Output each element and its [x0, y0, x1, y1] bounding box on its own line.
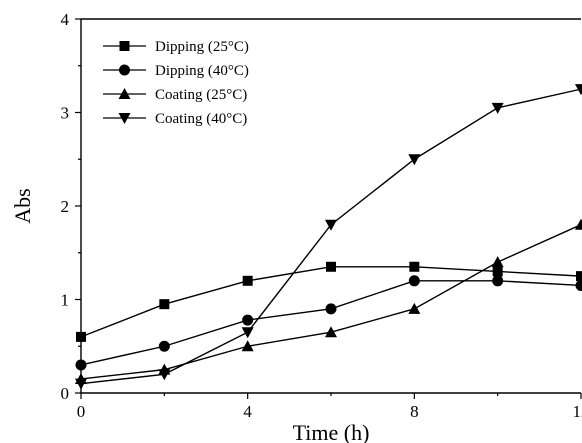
legend-marker-triangle-down: [118, 113, 131, 124]
data-point-square: [409, 261, 420, 272]
data-point-triangle-up: [325, 326, 337, 338]
y-tick-label: 4: [61, 10, 70, 29]
y-tick-label: 3: [61, 104, 70, 123]
data-point-circle: [75, 359, 87, 371]
legend-marker-circle: [119, 64, 130, 76]
legend-label: Dipping (25°C): [155, 39, 249, 55]
x-tick-label: 8: [410, 402, 419, 421]
legend-label: Dipping (40°C): [155, 63, 249, 79]
series-2: [75, 275, 582, 371]
y-tick-label: 1: [61, 291, 70, 310]
data-point-triangle-down: [158, 369, 171, 381]
series-3: [75, 218, 582, 384]
data-point-triangle-up: [575, 218, 582, 230]
y-tick-label: 0: [61, 384, 70, 403]
data-point-circle: [158, 340, 170, 352]
legend-marker-square: [119, 41, 130, 51]
series-line: [80, 88, 582, 385]
data-point-circle: [492, 275, 504, 287]
data-point-square: [492, 266, 503, 277]
data-point-circle: [575, 279, 582, 291]
data-point-circle: [242, 314, 254, 326]
data-point-triangle-down: [325, 219, 337, 231]
legend: Dipping (25°C) Dipping (40°C) Coating (25°…: [103, 39, 249, 127]
legend-item: Dipping (25°C): [103, 39, 249, 55]
series-line: [80, 224, 582, 380]
series-line: [80, 280, 582, 366]
x-tick-label: 12: [573, 402, 582, 421]
data-point-circle: [325, 303, 337, 315]
series-4: [75, 84, 582, 390]
legend-item: Coating (25°C): [103, 87, 247, 103]
data-point-square: [159, 299, 170, 310]
data-point-triangle-up: [408, 302, 421, 314]
data-point-triangle-down: [75, 378, 87, 390]
data-point-triangle-down: [575, 84, 582, 96]
legend-item: Coating (40°C): [103, 111, 247, 127]
data-point-triangle-up: [491, 256, 504, 268]
series-layer: [75, 84, 582, 390]
data-point-square: [76, 331, 86, 342]
x-tick-label: 0: [77, 402, 86, 421]
legend-label: Coating (40°C): [155, 111, 247, 127]
legend-marker-triangle-up: [118, 88, 131, 99]
axes: 0123404812: [61, 10, 582, 421]
x-axis-title: Time (h): [293, 420, 370, 443]
y-axis-title: Abs: [10, 188, 35, 223]
x-tick-label: 4: [243, 402, 252, 421]
data-point-triangle-up: [241, 340, 254, 352]
series-1: [76, 261, 582, 342]
y-tick-label: 2: [61, 197, 70, 216]
data-point-square: [576, 271, 582, 282]
legend-label: Coating (25°C): [155, 87, 247, 103]
legend-item: Dipping (40°C): [103, 63, 249, 79]
data-point-square: [242, 275, 253, 286]
data-point-circle: [408, 275, 420, 287]
data-point-triangle-down: [241, 327, 254, 339]
data-point-square: [326, 261, 336, 272]
data-point-triangle-down: [491, 102, 504, 114]
data-point-triangle-down: [408, 154, 421, 166]
